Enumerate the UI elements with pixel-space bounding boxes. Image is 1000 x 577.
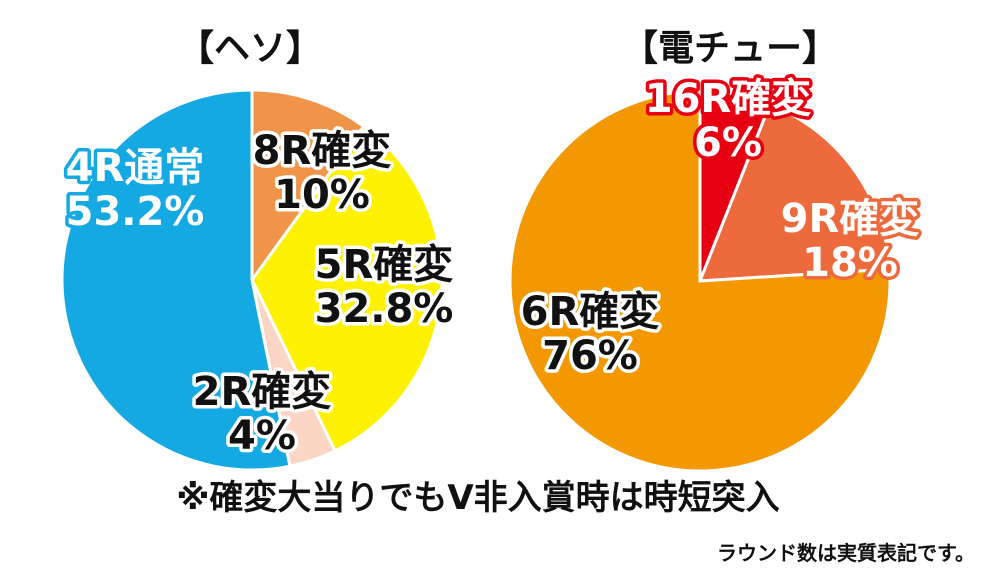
pie-slice-0-1 (250, 124, 444, 453)
slice-label-1-2: 6R確変 76% (521, 289, 660, 379)
pie-heso (60, 88, 444, 472)
slice-name-1-0: 16R確変 (645, 76, 811, 122)
slice-value-1-0: 6% (694, 120, 762, 166)
labels-heso: 8R確変 10% 5R確変 32.8% 2R確変 4% 4R通常 53.2% (62, 125, 457, 463)
slice-value-0-2: 4% (228, 413, 296, 459)
slice-value-0-0: 10% (274, 172, 370, 218)
slice-name-0-0: 8R確変 (253, 128, 392, 174)
pie-slice-0-3 (60, 88, 292, 472)
pie-denchu (508, 89, 892, 473)
title-denchu: 【電チュー】 (622, 28, 838, 69)
slice-name-0-2: 2R確変 (193, 369, 332, 415)
slice-label-0-2: 2R確変 4% (193, 369, 332, 459)
slice-value-0-3: 53.2% (66, 189, 205, 235)
slice-label-0-1: 5R確変 32.8% (315, 242, 454, 332)
slice-label-0-3: 4R通常 53.2% (66, 145, 205, 235)
title-heso: 【ヘソ】 (178, 28, 322, 69)
pie-slice-1-1 (697, 102, 892, 283)
slice-name-0-1: 5R確変 (315, 242, 454, 288)
pie-slice-1-2 (508, 89, 892, 473)
note-jitan: ※確変大当りでもV非入賞時は時短突入 (176, 478, 779, 518)
slice-name-0-3: 4R通常 (66, 145, 205, 191)
slice-name-1-2: 6R確変 (521, 289, 660, 335)
slice-label-1-0: 16R確変 6% (645, 76, 811, 166)
slice-name-1-1: 9R確変 (781, 196, 920, 242)
pie-slice-0-0 (250, 88, 366, 285)
slice-value-1-1: 18% (802, 240, 898, 286)
footnote-round: ラウンド数は実質表記です。 (717, 541, 975, 565)
slice-value-1-2: 76% (542, 333, 638, 379)
slice-value-0-1: 32.8% (315, 286, 454, 332)
labels-denchu: 16R確変 6% 9R確変 18% 6R確変 76% (517, 73, 923, 383)
slice-label-1-1: 9R確変 18% (781, 196, 920, 286)
slice-label-0-0: 8R確変 10% (253, 128, 392, 218)
